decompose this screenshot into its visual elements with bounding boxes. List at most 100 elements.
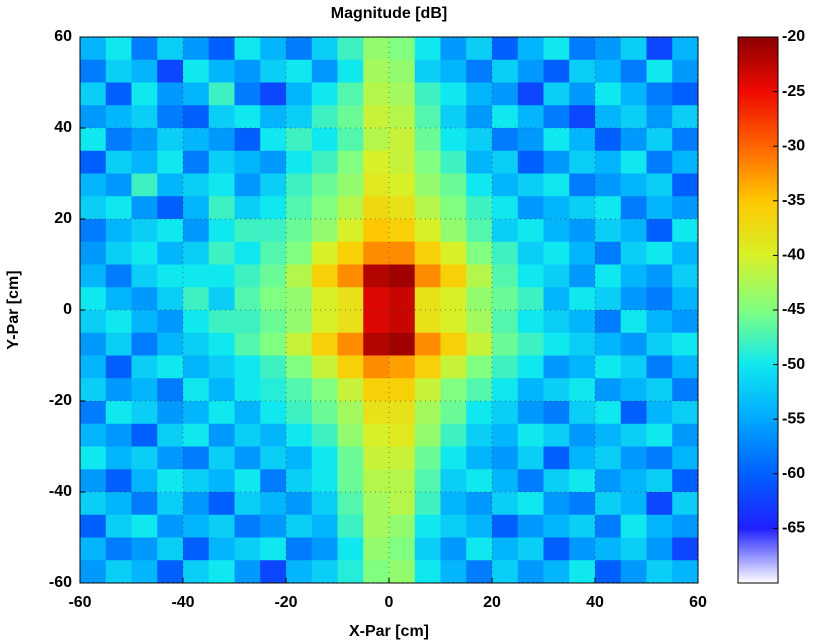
heatmap-cell xyxy=(80,105,107,129)
heatmap-cell xyxy=(260,105,287,129)
heatmap-cell xyxy=(543,105,570,129)
heatmap-cell xyxy=(131,59,158,83)
heatmap-cell xyxy=(234,219,261,243)
heatmap-cell xyxy=(646,514,673,538)
heatmap-cell xyxy=(183,537,210,561)
heatmap-cell xyxy=(337,128,364,152)
heatmap-cell xyxy=(234,59,261,83)
heatmap-cell xyxy=(620,332,647,356)
heatmap-cell xyxy=(208,401,235,425)
heatmap-cell xyxy=(569,219,596,243)
heatmap-cell xyxy=(466,150,493,174)
heatmap-cell xyxy=(131,173,158,197)
heatmap-cell xyxy=(492,401,519,425)
heatmap-cell xyxy=(311,332,338,356)
heatmap-cell xyxy=(595,37,622,61)
heatmap-cell xyxy=(157,378,184,402)
heatmap-cell xyxy=(80,128,107,152)
heatmap-cell xyxy=(260,332,287,356)
heatmap-cell xyxy=(543,446,570,470)
heatmap-cell xyxy=(440,150,467,174)
heatmap-cell xyxy=(620,423,647,447)
x-tick-label: 20 xyxy=(483,594,501,611)
heatmap-cell xyxy=(157,219,184,243)
heatmap-cell xyxy=(286,37,313,61)
x-tick-label: -20 xyxy=(274,594,297,611)
heatmap-cell xyxy=(492,310,519,334)
heatmap-cell xyxy=(646,492,673,516)
heatmap-cell xyxy=(260,355,287,379)
heatmap-cell xyxy=(466,196,493,220)
heatmap-cell xyxy=(595,310,622,334)
heatmap-cell xyxy=(595,219,622,243)
heatmap-cell xyxy=(595,196,622,220)
heatmap-cell xyxy=(363,469,390,493)
heatmap-cell xyxy=(234,196,261,220)
heatmap-cell xyxy=(466,173,493,197)
heatmap-cell xyxy=(311,150,338,174)
heatmap-cell xyxy=(672,241,699,265)
heatmap-cell xyxy=(389,423,416,447)
heatmap-cell xyxy=(543,173,570,197)
heatmap-cell xyxy=(311,173,338,197)
heatmap-cell xyxy=(492,492,519,516)
heatmap-cell xyxy=(414,82,441,106)
heatmap-cell xyxy=(311,264,338,288)
heatmap-cell xyxy=(311,401,338,425)
heatmap-cell xyxy=(234,128,261,152)
heatmap-cell xyxy=(105,469,132,493)
heatmap-cell xyxy=(466,287,493,311)
heatmap-cell xyxy=(389,378,416,402)
heatmap-cell xyxy=(208,82,235,106)
heatmap-cell xyxy=(389,537,416,561)
heatmap-cell xyxy=(543,287,570,311)
heatmap-cell xyxy=(543,37,570,61)
heatmap-cell xyxy=(543,514,570,538)
heatmap-cell xyxy=(440,560,467,584)
heatmap-cell xyxy=(131,469,158,493)
heatmap-cell xyxy=(440,446,467,470)
heatmap-cell xyxy=(260,128,287,152)
heatmap-cell xyxy=(183,105,210,129)
heatmap-cell xyxy=(183,310,210,334)
heatmap-cell xyxy=(131,241,158,265)
heatmap-cell xyxy=(234,150,261,174)
heatmap-cell xyxy=(492,264,519,288)
heatmap-cell xyxy=(620,355,647,379)
heatmap-cell xyxy=(620,37,647,61)
heatmap-cell xyxy=(286,105,313,129)
heatmap-cell xyxy=(672,37,699,61)
y-tick-label: -40 xyxy=(49,483,72,500)
heatmap-cell xyxy=(569,469,596,493)
heatmap-cell xyxy=(286,241,313,265)
heatmap-cell xyxy=(440,287,467,311)
heatmap-cell xyxy=(208,105,235,129)
heatmap-cell xyxy=(131,446,158,470)
heatmap-cell xyxy=(440,173,467,197)
heatmap-cell xyxy=(414,173,441,197)
heatmap-cell xyxy=(595,469,622,493)
heatmap-cell xyxy=(595,332,622,356)
heatmap-cell xyxy=(440,423,467,447)
heatmap-cell xyxy=(363,287,390,311)
heatmap-cell xyxy=(363,446,390,470)
heatmap-cell xyxy=(595,173,622,197)
heatmap-cell xyxy=(311,37,338,61)
heatmap-cell xyxy=(517,423,544,447)
heatmap-cell xyxy=(337,287,364,311)
heatmap-cell xyxy=(620,537,647,561)
heatmap-cell xyxy=(260,173,287,197)
heatmap-cell xyxy=(80,423,107,447)
heatmap-cell xyxy=(105,332,132,356)
heatmap-cell xyxy=(466,128,493,152)
heatmap-cell xyxy=(157,241,184,265)
colorbar-tick-label: -30 xyxy=(782,137,805,154)
heatmap-cell xyxy=(234,423,261,447)
heatmap-cell xyxy=(492,560,519,584)
colorbar-tick-label: -35 xyxy=(782,192,805,209)
heatmap-cell xyxy=(80,241,107,265)
heatmap-cell xyxy=(234,310,261,334)
heatmap-cell xyxy=(389,173,416,197)
heatmap-cell xyxy=(440,105,467,129)
heatmap-cell xyxy=(569,37,596,61)
